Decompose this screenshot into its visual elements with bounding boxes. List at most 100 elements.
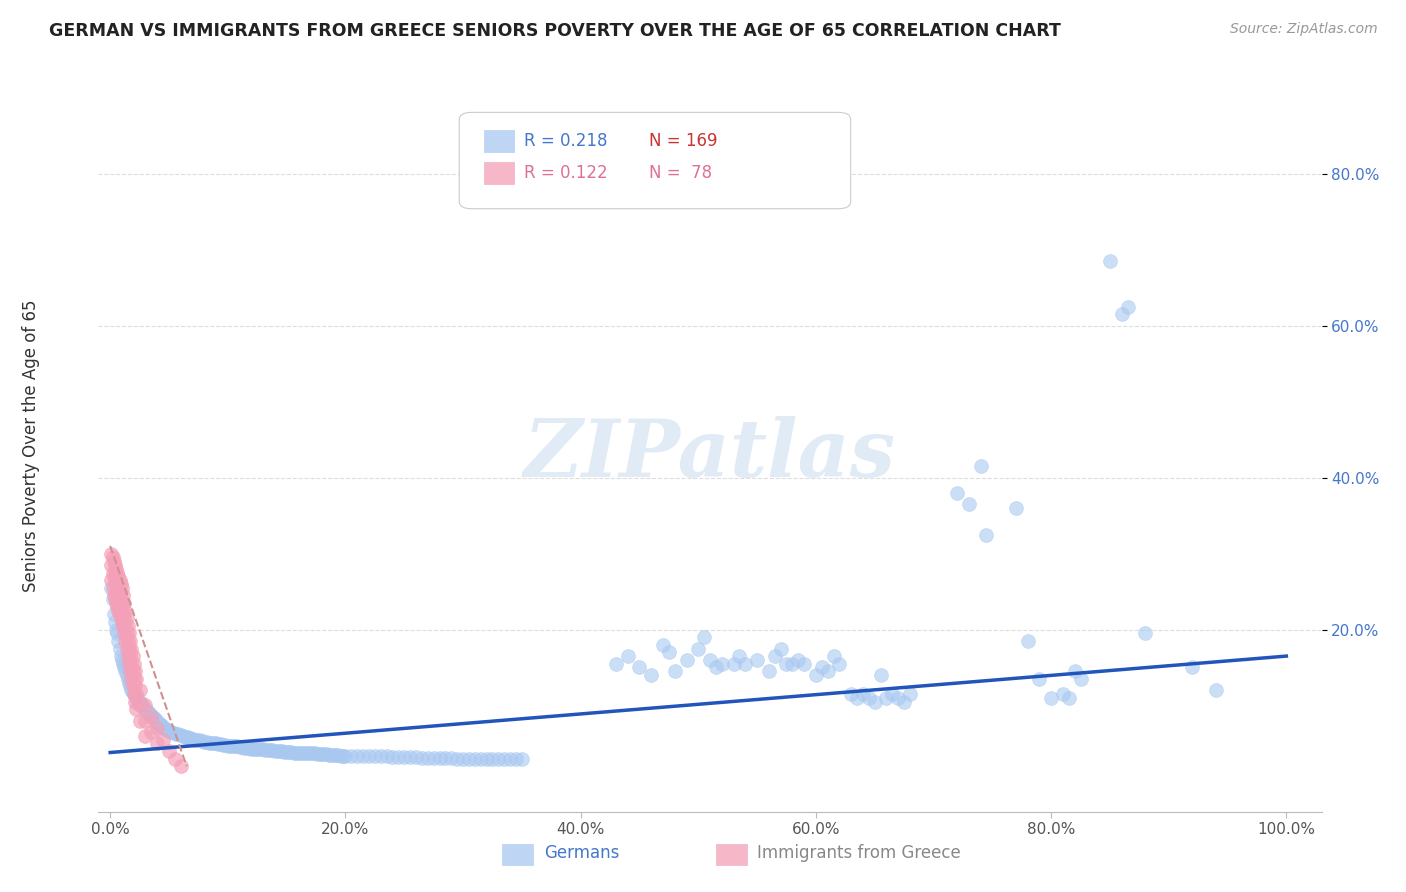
Point: [104, 592, 127, 607]
Point: [139, 707, 162, 722]
Point: [124, 695, 146, 709]
Point: [1116, 300, 1139, 314]
Point: [117, 672, 139, 686]
Point: [153, 721, 176, 735]
Point: [616, 649, 638, 664]
Point: [115, 626, 138, 640]
Point: [112, 603, 135, 617]
Point: [120, 665, 142, 679]
Point: [157, 724, 180, 739]
Point: [262, 743, 284, 757]
Point: [297, 746, 319, 760]
Point: [325, 747, 347, 762]
Point: [149, 716, 172, 731]
Point: [141, 725, 163, 739]
Point: [304, 746, 326, 760]
Point: [269, 744, 291, 758]
Point: [114, 634, 136, 648]
Point: [198, 736, 221, 750]
Point: [245, 741, 267, 756]
Point: [122, 672, 145, 686]
Point: [118, 675, 141, 690]
Point: [105, 562, 128, 576]
Point: [219, 739, 242, 753]
Point: [364, 749, 387, 764]
Point: [132, 700, 155, 714]
Point: [238, 741, 260, 756]
Point: [1135, 626, 1157, 640]
Point: [110, 649, 132, 664]
Point: [110, 577, 132, 591]
Point: [375, 749, 398, 764]
Point: [146, 714, 169, 729]
Text: Seniors Poverty Over the Age of 65: Seniors Poverty Over the Age of 65: [22, 300, 39, 592]
Point: [120, 683, 142, 698]
Point: [422, 751, 444, 765]
Point: [710, 657, 733, 671]
Point: [475, 751, 498, 765]
Point: [839, 687, 862, 701]
Point: [332, 748, 354, 763]
Point: [181, 731, 204, 746]
Point: [115, 641, 138, 656]
Point: [787, 653, 810, 667]
Point: [138, 706, 160, 720]
Point: [156, 723, 179, 737]
Point: [105, 623, 128, 637]
Point: [817, 665, 839, 679]
Point: [290, 746, 312, 760]
Point: [745, 653, 768, 667]
Point: [976, 527, 998, 541]
Point: [111, 596, 134, 610]
Point: [141, 710, 163, 724]
Point: [200, 736, 222, 750]
Point: [723, 657, 745, 671]
Point: [114, 618, 136, 632]
Text: R = 0.122: R = 0.122: [524, 164, 607, 182]
Point: [100, 581, 122, 595]
Point: [226, 739, 249, 754]
Point: [146, 736, 169, 750]
FancyBboxPatch shape: [716, 844, 747, 865]
Point: [114, 603, 136, 617]
Point: [125, 702, 148, 716]
Point: [120, 680, 142, 694]
Point: [1052, 687, 1074, 701]
Point: [1205, 683, 1227, 698]
Point: [105, 599, 128, 614]
Point: [315, 747, 337, 761]
Point: [446, 751, 468, 765]
Point: [143, 712, 166, 726]
Point: [307, 747, 329, 761]
Point: [124, 680, 146, 694]
Point: [118, 626, 141, 640]
Point: [170, 759, 193, 773]
Point: [110, 611, 132, 625]
Point: [134, 714, 156, 728]
Point: [134, 702, 156, 716]
Point: [387, 750, 409, 764]
Point: [150, 719, 173, 733]
Point: [120, 641, 142, 656]
Point: [278, 745, 301, 759]
Point: [101, 550, 124, 565]
Point: [292, 746, 315, 760]
Point: [107, 603, 129, 617]
Point: [170, 728, 193, 742]
Point: [852, 687, 875, 701]
Point: [172, 729, 194, 743]
Point: [207, 737, 229, 751]
Point: [294, 746, 316, 760]
Point: [142, 711, 165, 725]
Point: [101, 592, 124, 607]
Point: [105, 581, 128, 595]
Point: [165, 726, 187, 740]
Point: [235, 741, 257, 756]
Point: [499, 752, 522, 766]
Point: [233, 741, 256, 756]
Point: [117, 649, 139, 664]
Point: [188, 733, 211, 747]
Point: [103, 607, 125, 622]
Point: [125, 687, 148, 701]
Point: [875, 690, 897, 705]
